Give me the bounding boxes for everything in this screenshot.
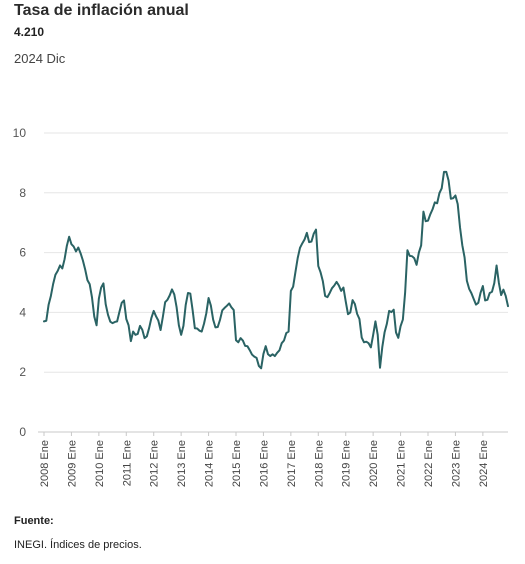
series-layer (43, 170, 509, 370)
x-tick-label: 2011 Ene (121, 440, 133, 486)
x-tick-label: 2021 Ene (396, 440, 408, 487)
y-tick-label: 10 (13, 126, 27, 140)
x-tick-label: 2009 Ene (66, 440, 78, 487)
x-tick-label: 2012 Ene (149, 440, 161, 487)
x-tick-label: 2016 Ene (258, 440, 270, 487)
latest-period: 2024 Dic (14, 51, 66, 66)
x-tick-label: 2022 Ene (423, 440, 435, 487)
x-tick-label: 2015 Ene (231, 440, 243, 487)
y-tick-label: 6 (19, 246, 26, 260)
source-label: Fuente: (14, 515, 54, 527)
x-tick-label: 2008 Ene (39, 440, 51, 487)
x-axis: 2008 Ene 2009 Ene 2010 Ene 2011 Ene 2012 Ene… (38, 431, 508, 487)
x-tick-label: 2010 Ene (94, 440, 106, 487)
y-tick-label: 4 (19, 305, 26, 319)
latest-value: 4.210 (14, 25, 45, 39)
y-tick-label: 8 (19, 186, 26, 200)
x-tick-label: 2018 Ene (313, 440, 325, 487)
y-tick-label: 0 (19, 425, 26, 439)
x-tick-label: 2019 Ene (341, 440, 353, 487)
chart-title: Tasa de inflación anual (14, 2, 189, 19)
x-tick-label: 2013 Ene (176, 440, 188, 487)
x-tick-label: 2023 Ene (450, 440, 462, 487)
y-tick-label: 2 (19, 365, 26, 379)
x-tick-label: 2014 Ene (204, 440, 216, 487)
x-tick-label: 2024 Ene (478, 440, 490, 487)
source-text: INEGI. Índices de precios. (14, 539, 142, 551)
y-axis-ticks: 0 2 4 6 8 10 (13, 126, 27, 439)
x-tick-label: 2017 Ene (286, 440, 298, 487)
inflation-series-line (43, 170, 509, 370)
grid-lines (44, 132, 508, 373)
x-tick-label: 2020 Ene (368, 440, 380, 487)
